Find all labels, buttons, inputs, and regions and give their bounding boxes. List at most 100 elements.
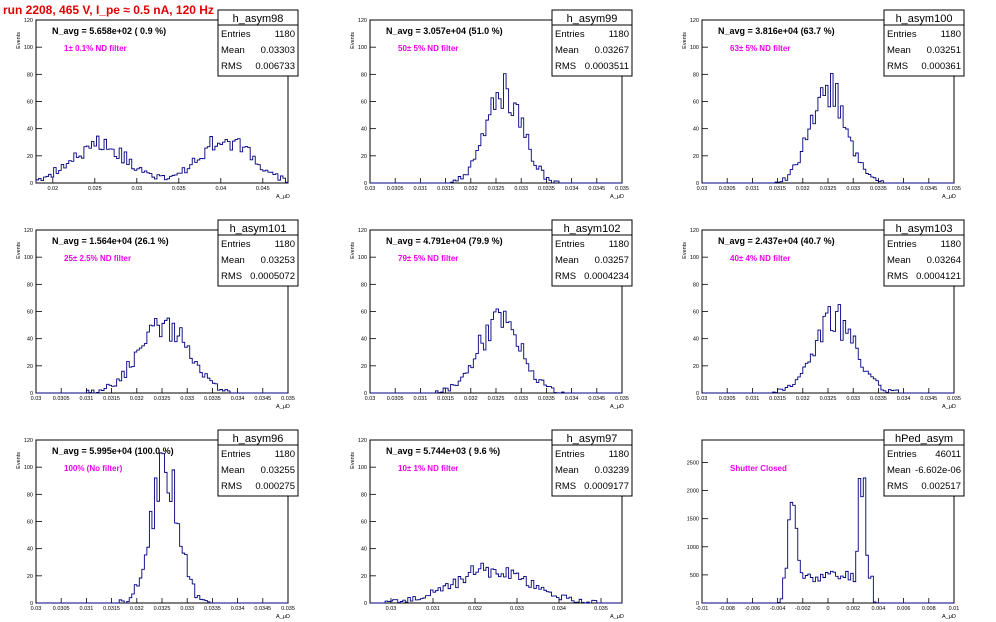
- y-tick-label: 40: [27, 127, 33, 133]
- stats-label: Entries: [555, 29, 585, 40]
- y-tick-label: 40: [27, 547, 33, 553]
- y-tick-label: 40: [693, 337, 699, 343]
- stats-label: RMS: [887, 61, 908, 72]
- x-tick-label: 0.035: [281, 396, 295, 402]
- stats-box: [551, 9, 633, 77]
- navg-label: N_avg = 1.564e+04 (26.1 %): [52, 236, 169, 246]
- stats-value: 0.03255: [261, 465, 295, 476]
- y-tick-label: 1500: [687, 517, 699, 523]
- x-tick-label: 0.032: [796, 186, 810, 192]
- y-tick-label: 20: [27, 574, 33, 580]
- stats-value: 0.03264: [927, 255, 961, 266]
- y-tick-label: 100: [24, 45, 33, 51]
- stats-label: Entries: [555, 449, 585, 460]
- x-tick-label: 0.032: [130, 396, 144, 402]
- filter-label: 100% (No filter): [64, 464, 123, 473]
- navg-label: N_avg = 3.816e+04 (63.7 %): [718, 26, 835, 36]
- y-tick-label: 120: [358, 438, 367, 444]
- histogram-name: hPed_asym: [895, 433, 953, 445]
- stats-box: [217, 429, 299, 497]
- x-tick-label: 0.0315: [769, 186, 786, 192]
- y-tick-label: 0: [364, 181, 367, 187]
- x-tick-label: 0.01: [949, 606, 960, 612]
- stats-label: Entries: [221, 449, 251, 460]
- x-tick-label: 0.0345: [588, 396, 605, 402]
- y-axis-label: Events: [16, 32, 22, 49]
- x-tick-label: 0.0345: [920, 396, 937, 402]
- x-tick-label: 0.034: [231, 606, 245, 612]
- x-tick-label: 0.0315: [437, 186, 454, 192]
- x-tick-label: 0.0345: [254, 606, 271, 612]
- x-tick-label: 0.0335: [870, 396, 887, 402]
- stats-box: [883, 219, 965, 287]
- stats-label: RMS: [555, 481, 576, 492]
- y-tick-label: 80: [693, 72, 699, 78]
- x-tick-label: 0.033: [180, 606, 194, 612]
- x-tick-label: 0.032: [464, 186, 478, 192]
- x-tick-label: 0.033: [846, 396, 860, 402]
- x-tick-label: 0.03: [365, 396, 376, 402]
- stats-value: 0.03303: [261, 45, 295, 56]
- histogram-name: h_asym102: [564, 223, 621, 235]
- y-tick-label: 20: [27, 364, 33, 370]
- y-axis-label: Events: [16, 452, 22, 469]
- navg-label: N_avg = 5.995e+04 (100.0 %): [52, 446, 174, 456]
- x-tick-label: 0.0325: [820, 186, 837, 192]
- x-tick-label: 0.031: [414, 186, 428, 192]
- y-tick-label: 20: [27, 154, 33, 160]
- x-axis-label: A_μD: [276, 194, 290, 200]
- y-tick-label: 40: [361, 127, 367, 133]
- filter-label: 79± 5% ND filter: [398, 254, 458, 263]
- y-tick-label: 0: [696, 181, 699, 187]
- x-tick-label: 0.034: [897, 186, 911, 192]
- y-tick-label: 2000: [687, 489, 699, 495]
- x-tick-label: 0.034: [231, 396, 245, 402]
- y-tick-label: 100: [358, 255, 367, 261]
- x-tick-label: 0.04: [215, 186, 226, 192]
- stats-value: 1180: [609, 29, 629, 40]
- histogram-name: h_asym101: [230, 223, 287, 235]
- y-axis-label: Events: [682, 242, 688, 259]
- x-tick-label: 0.032: [464, 396, 478, 402]
- x-tick-label: 0.035: [172, 186, 186, 192]
- x-tick-label: 0.032: [130, 606, 144, 612]
- filter-label: 63± 5% ND filter: [730, 44, 790, 53]
- stats-label: Mean: [555, 45, 579, 56]
- x-tick-label: 0.034: [552, 606, 566, 612]
- x-axis-label: A_μD: [276, 404, 290, 410]
- x-axis-label: A_μD: [610, 404, 624, 410]
- x-tick-label: 0.0345: [920, 186, 937, 192]
- x-tick-label: 0.035: [594, 606, 608, 612]
- stats-value: 0.0004234: [584, 271, 629, 282]
- x-tick-label: 0.034: [565, 396, 579, 402]
- stats-value: 0.0004121: [916, 271, 961, 282]
- stats-label: Entries: [887, 449, 917, 460]
- y-tick-label: 500: [690, 573, 699, 579]
- y-tick-label: 0: [364, 391, 367, 397]
- stats-value: 0.002517: [921, 481, 961, 492]
- y-axis-label: Events: [350, 452, 356, 469]
- stats-label: Mean: [221, 45, 245, 56]
- stats-value: 0.03257: [595, 255, 629, 266]
- x-tick-label: 0.0335: [870, 186, 887, 192]
- stats-value: 46011: [935, 449, 961, 460]
- x-axis-label: A_μD: [942, 614, 956, 620]
- histogram-panel-h_asym99: 0 20 40 60 80 100 120 0.03 0.0305 0.031 0.0315 0.03…: [350, 9, 633, 200]
- histogram-bars: [702, 477, 954, 604]
- y-tick-label: 40: [361, 547, 367, 553]
- stats-value: 0.0005072: [250, 271, 295, 282]
- x-tick-label: 0.035: [947, 396, 961, 402]
- x-tick-label: 0.035: [615, 186, 629, 192]
- x-tick-label: 0.002: [846, 606, 860, 612]
- stats-value: 0.03267: [595, 45, 629, 56]
- filter-label: Shutter Closed: [730, 464, 787, 473]
- histogram-name: h_asym97: [567, 433, 618, 445]
- x-tick-label: 0.0305: [387, 396, 404, 402]
- y-tick-label: 0: [30, 391, 33, 397]
- y-axis-label: Events: [350, 32, 356, 49]
- stats-label: Entries: [555, 239, 585, 250]
- histogram-name: h_asym99: [567, 13, 618, 25]
- stats-label: Mean: [887, 465, 911, 476]
- stats-value: 0.0009177: [584, 481, 629, 492]
- stats-label: Mean: [887, 45, 911, 56]
